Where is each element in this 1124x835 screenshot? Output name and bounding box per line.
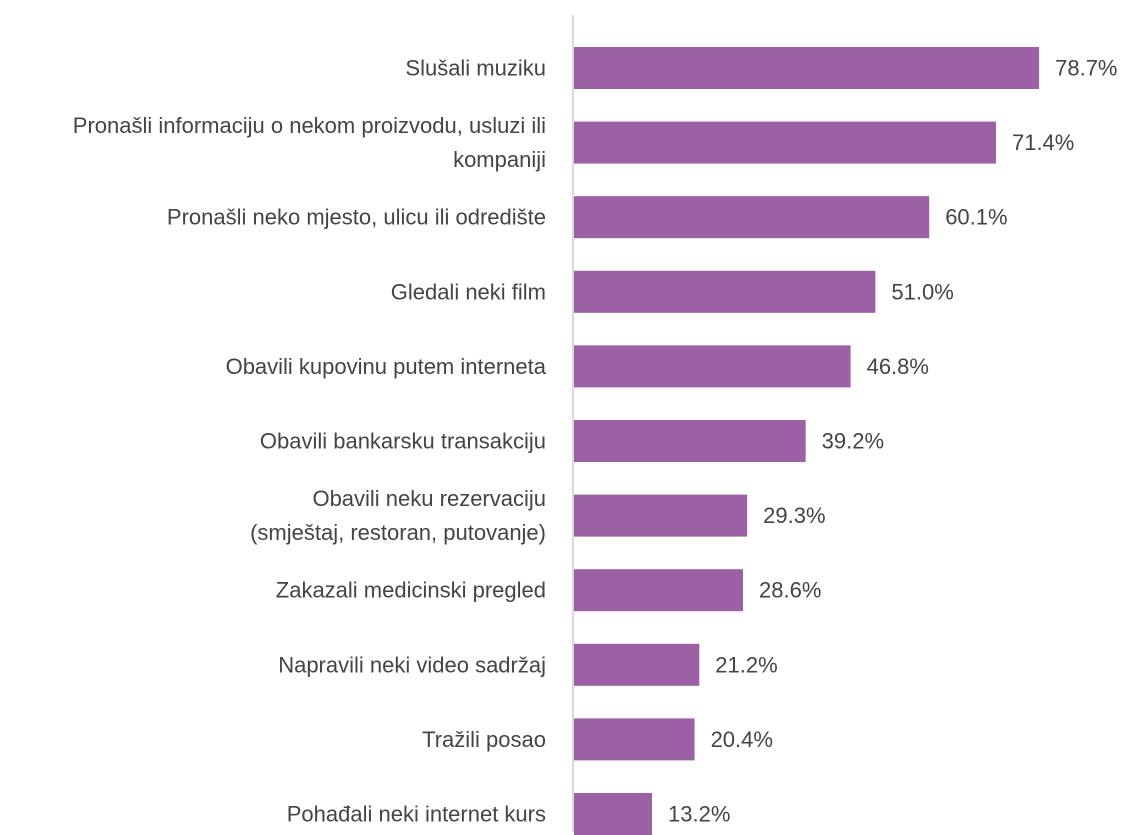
category-label-9: Tražili posao <box>422 727 546 752</box>
bar-7 <box>574 569 744 612</box>
bar-4 <box>574 345 851 388</box>
category-label-7: Zakazali medicinski pregled <box>276 578 546 603</box>
value-label-8: 21.2% <box>715 652 777 677</box>
bar-0 <box>574 47 1040 89</box>
bars-group <box>574 47 1040 835</box>
category-label-0: Slušali muziku <box>405 56 546 81</box>
value-label-7: 28.6% <box>759 578 821 603</box>
category-label-3: Gledali neki film <box>391 279 546 304</box>
bar-9 <box>574 718 695 761</box>
category-label-5: Obavili bankarsku transakciju <box>260 429 546 454</box>
category-label-2: Pronašli neko mjesto, ulicu ili odredišt… <box>167 205 546 230</box>
bar-10 <box>574 793 653 835</box>
value-labels-group: 78.7% 71.4% 60.1% 51.0% 46.8% 39.2% 29.3% 28.6%… <box>668 56 1117 827</box>
category-label-6-line-1: (smještaj, restoran, putovanje) <box>250 520 546 545</box>
category-label-1-line-0: Pronašli informaciju o nekom proizvodu, … <box>73 113 546 138</box>
category-labels-group: Slušali muziku Pronašli informaciju o nek… <box>73 56 547 827</box>
category-label-6-line-0: Obavili neku rezervaciju <box>312 486 546 511</box>
value-label-0: 78.7% <box>1055 56 1117 81</box>
bar-8 <box>574 643 700 686</box>
value-label-3: 51.0% <box>891 279 953 304</box>
category-label-8: Napravili neki video sadržaj <box>278 652 546 677</box>
bar-5 <box>574 420 806 462</box>
category-label-4: Obavili kupovinu putem interneta <box>226 354 547 379</box>
bar-6 <box>574 494 748 537</box>
value-label-2: 60.1% <box>945 205 1007 230</box>
value-label-9: 20.4% <box>711 727 773 752</box>
category-label-10: Pohađali neki internet kurs <box>287 802 546 827</box>
category-label-1-line-1: kompaniji <box>453 147 546 172</box>
value-label-5: 39.2% <box>822 429 884 454</box>
bar-3 <box>574 270 876 313</box>
bar-2 <box>574 196 930 239</box>
bar-1 <box>574 121 996 164</box>
value-label-6: 29.3% <box>763 503 825 528</box>
value-label-10: 13.2% <box>668 802 730 827</box>
value-label-1: 71.4% <box>1012 130 1074 155</box>
value-label-4: 46.8% <box>867 354 929 379</box>
